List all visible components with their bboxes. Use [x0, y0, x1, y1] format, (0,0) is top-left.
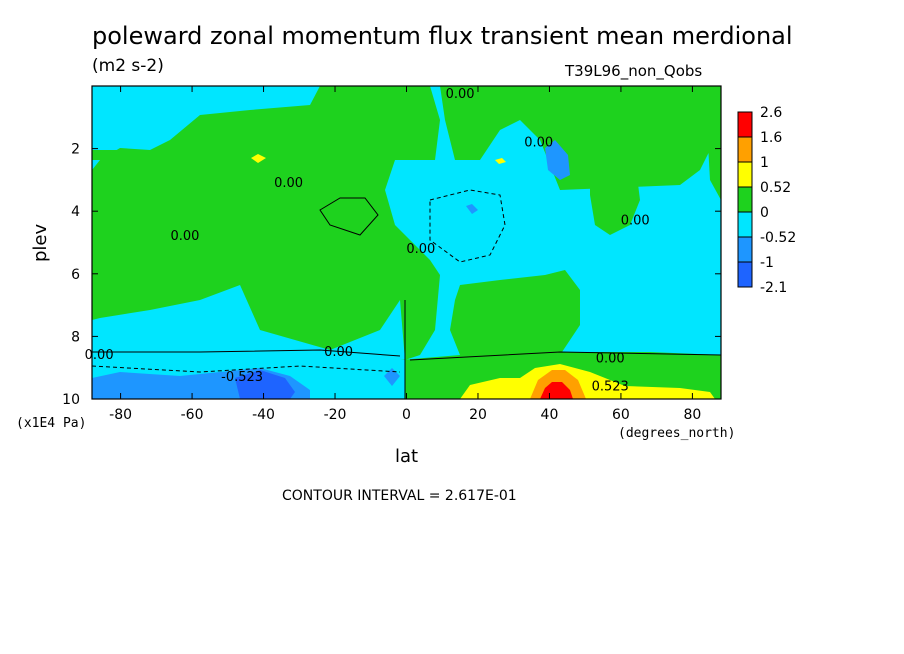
- contour-line-4: [429, 189, 506, 263]
- colorbar-label: 0: [760, 205, 769, 221]
- positive-region-right-blob: [590, 140, 640, 235]
- positive-region-right-edge: [705, 86, 721, 200]
- x-tick-label: -40: [252, 407, 275, 423]
- colorbar-swatch: [737, 186, 753, 213]
- colorbar-swatch: [737, 161, 753, 188]
- colorbar-label: -1: [760, 255, 774, 271]
- chart-title: poleward zonal momentum flux transient m…: [92, 22, 793, 50]
- y-axis-ticks: 2 4 6 8 10: [62, 142, 721, 408]
- colorbar-label: -2.1: [760, 280, 787, 296]
- positive-region-left: [92, 86, 440, 360]
- colorbar-label: 1.6: [760, 130, 782, 146]
- run-label: T39L96_non_Qobs: [565, 62, 703, 80]
- contour-labels: 0.00 0.00 0.00 0.00 0.00 0.00 0.00 0.00 0.00 -0.5…: [85, 87, 650, 395]
- colorbar-label: -0.52: [760, 230, 796, 246]
- pos-region-yellow: [460, 364, 715, 399]
- colorbar-label: 0.52: [760, 180, 791, 196]
- pos-blob-2: [495, 158, 506, 164]
- x-tick-label: 80: [683, 407, 701, 423]
- colorbar-swatch: [737, 211, 753, 238]
- units-label: (m2 s-2): [92, 56, 164, 76]
- colorbar-label: 2.6: [760, 105, 782, 121]
- y-tick-label: 10: [62, 392, 80, 408]
- colorbar-swatch: [737, 261, 753, 288]
- contour-interval-label: CONTOUR INTERVAL = 2.617E-01: [282, 488, 517, 504]
- neg-region-e: [466, 204, 478, 214]
- x-tick-label: 20: [469, 407, 487, 423]
- x-tick-label: 60: [612, 407, 630, 423]
- contour-label: -0.523: [221, 370, 263, 385]
- positive-region-upper-left: [92, 150, 175, 245]
- positive-region-left-top: [92, 86, 320, 170]
- neg-region-d: [545, 140, 570, 180]
- contour-label: 0.00: [406, 242, 435, 257]
- contour-line-1: [92, 349, 401, 357]
- pos-region-red: [540, 382, 573, 399]
- y-unit-label: (x1E4 Pa): [16, 416, 87, 431]
- pos-blob-1: [251, 154, 266, 163]
- colorbar-swatch: [737, 136, 753, 163]
- contour-label: 0.00: [324, 345, 353, 360]
- contour-label: 0.00: [446, 87, 475, 102]
- neg-region-c: [384, 368, 400, 386]
- contour-label: 0.00: [524, 135, 553, 150]
- contour-label: 0.00: [596, 351, 625, 366]
- contour-label: 0.00: [85, 348, 114, 363]
- x-axis-ticks: -80 -60 -40 -20 0 20 40 60 80: [109, 86, 701, 423]
- x-tick-label: 40: [541, 407, 559, 423]
- x-tick-label: 0: [402, 407, 411, 423]
- colorbar-swatch: [737, 236, 753, 263]
- contour-label: 0.00: [274, 176, 303, 191]
- contour-line-2: [409, 351, 721, 361]
- x-unit-label: (degrees_north): [618, 426, 736, 441]
- y-tick-label: 8: [71, 329, 80, 345]
- colorbar-swatch: [737, 111, 753, 138]
- x-tick-label: -20: [324, 407, 347, 423]
- contour-label: 0.523: [592, 379, 629, 394]
- x-tick-label: -60: [181, 407, 204, 423]
- y-tick-label: 2: [71, 142, 80, 158]
- colorbar: 2.6 1.6 1 0.52 0 -0.52 -1 -2.1: [737, 105, 796, 296]
- x-tick-label: -80: [109, 407, 132, 423]
- y-axis-label: plev: [30, 223, 51, 262]
- contour-label: 0.00: [621, 214, 650, 229]
- positive-region-right: [440, 86, 721, 190]
- y-tick-label: 6: [71, 267, 80, 283]
- contour-label: 0.00: [170, 229, 199, 244]
- neg-region-b: [235, 370, 295, 399]
- y-tick-label: 4: [71, 204, 80, 220]
- contour-line-5: [319, 197, 379, 236]
- colorbar-label: 1: [760, 155, 769, 171]
- positive-region-right-lower: [450, 270, 580, 355]
- x-axis-label: lat: [395, 446, 419, 467]
